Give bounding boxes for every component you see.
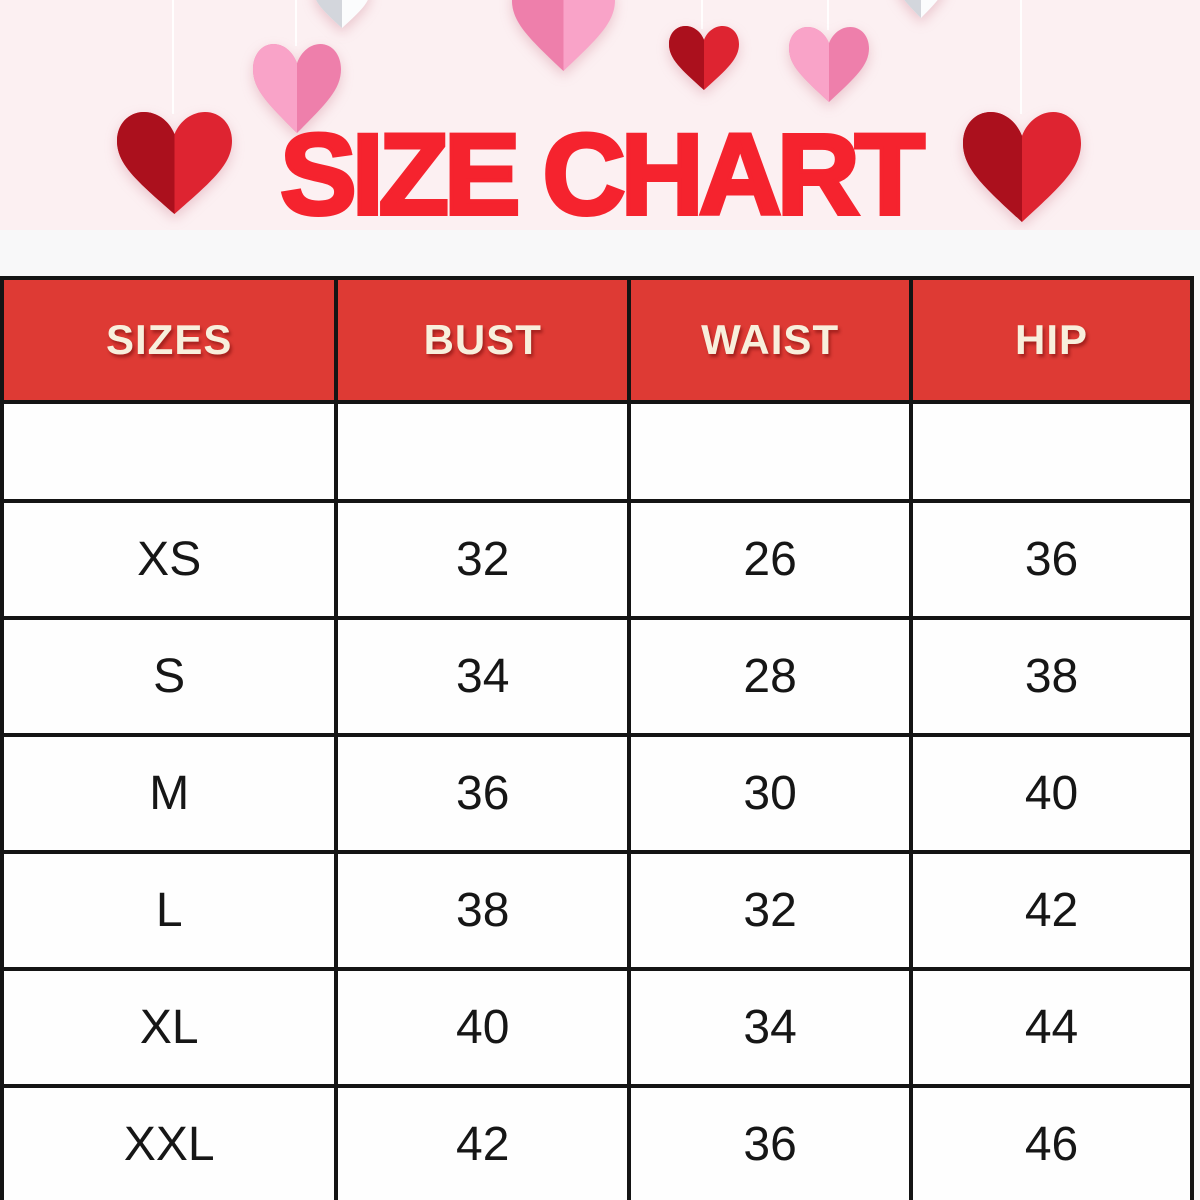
bust-cell: 34 [334,616,632,737]
hanging-string [701,0,703,29]
size-cell: L [0,850,339,971]
bust-cell: 38 [334,850,632,971]
size-cell: S [0,616,339,737]
table-row-empty [0,400,1194,503]
hanging-heart-red-icon [963,112,1081,222]
table-row-m: M 36 30 40 [0,733,1194,854]
hip-cell: 40 [909,733,1194,854]
column-header-waist: WAIST [627,276,914,404]
hanging-heart-white-icon [314,0,370,28]
waist-cell: 30 [627,733,914,854]
table-row-l: L 38 32 42 [0,850,1194,971]
size-cell: XXL [0,1084,339,1200]
hanging-heart-pink-icon [789,27,869,102]
table-row-xs: XS 32 26 36 [0,499,1194,620]
hanging-string [827,0,829,30]
column-header-hip: HIP [909,276,1194,404]
hip-cell: 42 [909,850,1194,971]
waist-cell: 26 [627,499,914,620]
hero-section: SIZE CHART [0,0,1200,239]
hip-cell: 46 [909,1084,1194,1200]
hip-cell: 36 [909,499,1194,620]
bust-cell: 32 [334,499,632,620]
bust-cell: 42 [334,1084,632,1200]
hanging-heart-pink-icon [512,0,615,71]
column-header-bust: BUST [334,276,632,404]
hip-cell [909,400,1194,503]
waist-cell [627,400,914,503]
table-section: SIZES BUST WAIST HIP XS 32 26 36 [0,230,1200,1200]
size-cell [0,400,339,503]
waist-cell: 28 [627,616,914,737]
column-header-sizes: SIZES [0,276,339,404]
waist-cell: 34 [627,967,914,1088]
size-chart-table: SIZES BUST WAIST HIP XS 32 26 36 [0,276,1194,1200]
size-cell: M [0,733,339,854]
hip-cell: 44 [909,967,1194,1088]
page-title: SIZE CHART [278,111,927,239]
size-cell: XS [0,499,339,620]
hanging-heart-red-icon [117,112,232,214]
table-row-s: S 34 28 38 [0,616,1194,737]
hanging-string [1020,0,1022,114]
table-row-xxl: XXL 42 36 46 [0,1084,1194,1200]
table-row-xl: XL 40 34 44 [0,967,1194,1088]
bust-cell: 36 [334,733,632,854]
hanging-string [172,0,174,114]
waist-cell: 36 [627,1084,914,1200]
hanging-heart-white-icon [896,0,946,18]
waist-cell: 32 [627,850,914,971]
hanging-heart-red-icon [669,26,739,90]
hip-cell: 38 [909,616,1194,737]
bust-cell [334,400,632,503]
hanging-string [295,0,297,46]
table-header-row: SIZES BUST WAIST HIP [0,276,1194,404]
size-cell: XL [0,967,339,1088]
bust-cell: 40 [334,967,632,1088]
